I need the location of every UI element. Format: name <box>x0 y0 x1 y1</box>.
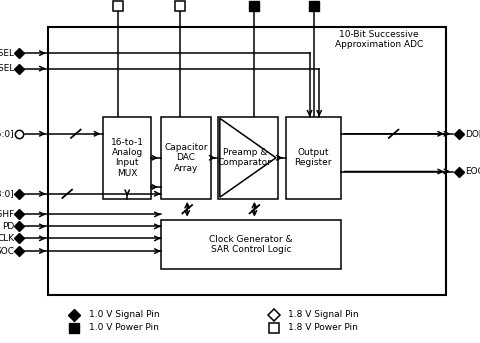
Bar <box>161 220 341 269</box>
Polygon shape <box>220 118 276 197</box>
Text: SOC: SOC <box>0 247 14 256</box>
Bar <box>218 117 278 199</box>
Bar <box>286 117 341 199</box>
Text: SEL[3:0]: SEL[3:0] <box>0 189 14 198</box>
Text: Output
Register: Output Register <box>294 148 332 167</box>
Text: DO[9:0]: DO[9:0] <box>465 129 480 138</box>
Text: 1.0 V Power Pin: 1.0 V Power Pin <box>89 323 159 332</box>
Text: Capacitor
DAC
Array: Capacitor DAC Array <box>164 143 208 173</box>
Text: EOC: EOC <box>465 167 480 176</box>
Text: Clock Generator &
SAR Control Logic: Clock Generator & SAR Control Logic <box>209 235 293 254</box>
Text: CLK: CLK <box>0 234 14 243</box>
Bar <box>161 117 211 199</box>
Text: 10-Bit Successive
Approximation ADC: 10-Bit Successive Approximation ADC <box>335 30 423 49</box>
Text: 1.8 V Signal Pin: 1.8 V Signal Pin <box>288 310 359 319</box>
Bar <box>103 117 151 199</box>
Text: OSEL: OSEL <box>0 64 14 73</box>
Text: 1.8 V Power Pin: 1.8 V Power Pin <box>288 323 358 332</box>
Text: AIN[15:0]: AIN[15:0] <box>0 129 14 138</box>
Text: PD: PD <box>2 222 14 231</box>
Text: 1.0 V Signal Pin: 1.0 V Signal Pin <box>89 310 159 319</box>
Bar <box>48 27 446 295</box>
Text: HIGHF: HIGHF <box>0 210 14 219</box>
Text: ESEL: ESEL <box>0 49 14 58</box>
Text: 16-to-1
Analog
Input
MUX: 16-to-1 Analog Input MUX <box>111 138 144 178</box>
Text: Preamp &
Comparator: Preamp & Comparator <box>218 148 272 167</box>
